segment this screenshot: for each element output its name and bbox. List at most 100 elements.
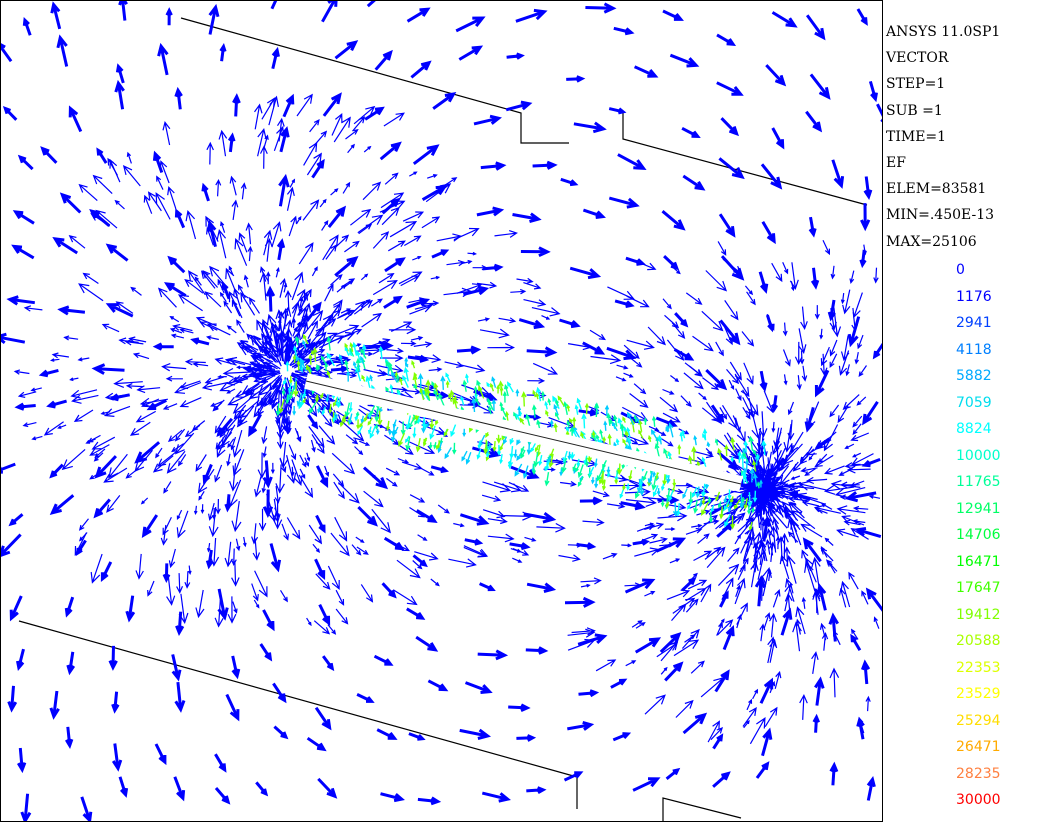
field-vector-arrow	[311, 266, 318, 277]
field-vector-arrow	[789, 262, 799, 290]
field-vector-arrow	[572, 463, 577, 472]
field-vector-arrow	[242, 536, 247, 548]
field-vector-arrow	[654, 442, 660, 457]
field-vector-arrow	[561, 458, 567, 474]
field-vector-arrow	[288, 382, 293, 393]
field-vector-arrow	[496, 384, 501, 394]
field-vector-arrow	[272, 682, 287, 704]
field-vector-arrow	[600, 470, 606, 486]
field-vector-arrow	[125, 383, 144, 389]
field-vector-arrow	[862, 400, 879, 426]
field-vector-arrow	[211, 507, 217, 520]
field-vector-arrow	[219, 291, 227, 303]
field-vector-arrow	[311, 158, 325, 179]
field-vector-arrow	[577, 476, 584, 488]
field-vector-arrow	[276, 347, 282, 361]
field-vector-arrow	[111, 743, 123, 772]
field-vector-arrow	[758, 411, 768, 438]
field-vector-arrow	[107, 157, 119, 176]
field-vector-arrow	[406, 297, 431, 309]
field-vector-arrow	[547, 397, 552, 406]
field-vector-arrow	[216, 229, 227, 259]
field-vector-arrow	[523, 465, 529, 480]
graphics-viewport[interactable]	[0, 0, 883, 822]
field-vector-arrow	[332, 397, 338, 408]
field-vector-arrow	[665, 767, 681, 780]
field-vector-arrow	[750, 560, 759, 588]
field-vector-arrow	[61, 448, 86, 471]
field-vector-arrow	[726, 369, 740, 385]
field-vector-arrow	[716, 81, 744, 96]
field-vector-arrow	[873, 267, 879, 284]
field-vector-arrow	[680, 395, 692, 408]
field-vector-arrow	[292, 318, 296, 329]
field-vector-arrow	[157, 42, 169, 76]
field-vector-arrow	[156, 175, 164, 190]
field-vector-arrow	[518, 318, 546, 330]
field-vector-arrow	[532, 160, 558, 170]
field-vector-arrow	[818, 453, 828, 464]
field-vector-arrow	[636, 524, 656, 532]
field-vector-arrow	[336, 284, 347, 293]
field-vector-arrow	[579, 496, 603, 506]
field-vector-arrow	[320, 355, 327, 366]
field-vector-arrow	[617, 417, 623, 432]
field-vector-arrow	[636, 416, 641, 424]
field-vector-arrow	[217, 374, 227, 379]
field-vector-arrow	[582, 518, 605, 526]
field-vector-arrow	[783, 546, 791, 567]
field-vector-arrow	[358, 223, 373, 235]
field-vector-arrow	[774, 427, 783, 452]
field-vector-arrow	[723, 498, 731, 512]
field-vector-arrow	[300, 321, 309, 340]
field-vector-arrow	[717, 619, 734, 636]
field-vector-arrow	[169, 327, 183, 334]
field-vector-arrow	[370, 405, 376, 416]
field-vector-arrow	[160, 524, 168, 546]
field-vector-arrow	[526, 786, 547, 795]
field-vector-arrow	[231, 655, 241, 680]
field-vector-arrow	[719, 590, 729, 608]
field-vector-arrow	[232, 376, 243, 381]
field-vector-arrow	[657, 511, 688, 522]
field-vector-arrow	[687, 501, 693, 510]
field-vector-arrow	[732, 415, 746, 443]
field-vector-arrow	[78, 283, 104, 302]
field-vector-arrow	[485, 448, 490, 458]
field-vector-arrow	[179, 380, 201, 390]
field-vector-arrow	[733, 499, 741, 510]
field-vector-arrow	[421, 467, 435, 476]
field-vector-arrow	[787, 531, 799, 543]
field-vector-arrow	[631, 620, 643, 628]
field-vector-arrow	[576, 397, 582, 410]
field-vector-arrow	[412, 256, 422, 261]
field-vector-arrow	[623, 426, 627, 433]
field-vector-arrow	[31, 435, 43, 441]
field-vector-arrow	[52, 237, 79, 255]
field-vector-arrow	[315, 514, 326, 534]
field-vector-arrow	[262, 446, 267, 459]
field-vector-arrow	[578, 689, 600, 698]
field-vector-arrow	[698, 499, 703, 508]
field-vector-arrow	[381, 582, 397, 599]
field-vector-arrow	[261, 426, 268, 445]
field-vector-arrow	[768, 612, 778, 638]
field-vector-arrow	[226, 325, 237, 334]
field-vector-arrow	[724, 300, 739, 321]
field-vector-arrow	[275, 267, 280, 278]
field-vector-arrow	[38, 368, 59, 378]
field-vector-arrow	[239, 405, 255, 427]
field-vector-arrow	[195, 454, 207, 472]
field-vector-arrow	[850, 633, 862, 652]
field-vector-arrow	[360, 584, 374, 603]
field-vector-arrow	[281, 305, 292, 335]
field-vector-arrow	[334, 255, 359, 277]
field-vector-arrow	[352, 341, 357, 356]
field-vector-arrow	[245, 222, 253, 245]
field-vector-arrow	[361, 312, 383, 328]
field-vector-arrow	[381, 197, 401, 215]
field-vector-arrow	[327, 205, 347, 229]
field-vector-arrow	[421, 216, 441, 229]
field-vector-arrow	[644, 522, 665, 530]
field-vector-arrow	[856, 396, 867, 406]
